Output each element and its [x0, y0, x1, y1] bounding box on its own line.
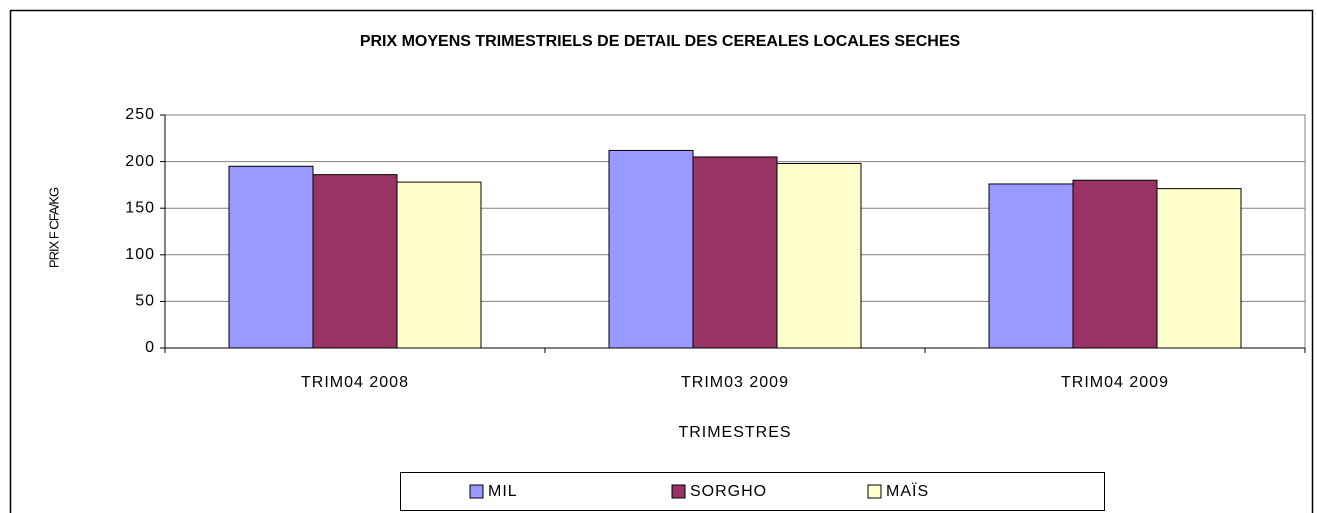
chart-title: PRIX MOYENS TRIMESTRIELS DE DETAIL DES C…: [360, 33, 961, 50]
bar: [396, 181, 482, 349]
legend-label: MAÏS: [886, 482, 929, 500]
bar: [776, 162, 862, 349]
x-tick-label: TRIM04 2008: [301, 374, 409, 391]
legend: [400, 472, 1105, 511]
y-axis-label: PRIX F CFA/KG: [46, 187, 61, 268]
y-tick-label: 250: [125, 106, 155, 123]
bar: [692, 156, 778, 349]
legend-swatch: [671, 484, 686, 499]
bar: [1072, 179, 1158, 349]
y-tick-label: 200: [125, 153, 155, 170]
legend-label: MIL: [488, 483, 518, 500]
legend-swatch: [867, 484, 882, 499]
y-tick-label: 0: [145, 339, 155, 356]
legend-label: SORGHO: [690, 483, 767, 500]
y-tick-label: 50: [135, 293, 155, 310]
bar: [1156, 188, 1242, 349]
x-tick-label: TRIM04 2009: [1061, 374, 1169, 391]
legend-swatch: [469, 484, 484, 499]
bar: [312, 174, 398, 349]
bar: [608, 149, 694, 349]
y-tick-label: 150: [125, 199, 155, 216]
x-axis-label: TRIMESTRES: [678, 424, 791, 441]
bar: [988, 183, 1074, 349]
x-tick-label: TRIM03 2009: [681, 374, 789, 391]
bar: [228, 165, 314, 349]
y-tick-label: 100: [125, 246, 155, 263]
